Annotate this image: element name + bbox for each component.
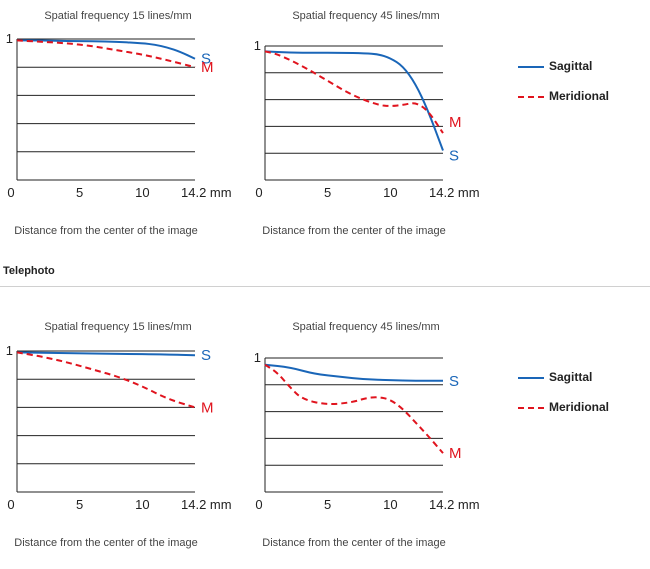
x-tick-label: 0 [255, 497, 262, 512]
x-axis-label: Distance from the center of the image [262, 537, 445, 549]
y-tick-label: 1 [254, 350, 261, 365]
meridional-series-line [16, 39, 196, 69]
x-tick-label: 10 [135, 497, 149, 512]
y-tick-label: 1 [254, 38, 261, 53]
sagittal-line-swatch [518, 66, 544, 68]
x-tick-label: 14.2 mm [181, 185, 232, 200]
chart-title: Spatial frequency 15 lines/mm [44, 321, 191, 333]
meridional-curve-label: M [201, 59, 214, 76]
x-tick-label: 0 [7, 497, 14, 512]
sagittal-series-line [17, 39, 196, 60]
x-tick-label: 14.2 mm [429, 185, 480, 200]
meridional-line-swatch [518, 96, 544, 98]
x-tick-label: 0 [255, 185, 262, 200]
x-tick-label: 14.2 mm [429, 497, 480, 512]
x-tick-label: 5 [76, 497, 83, 512]
meridional-curve-label: M [201, 399, 214, 416]
x-tick-label: 14.2 mm [181, 497, 232, 512]
section-divider [0, 286, 650, 287]
telephoto-heading: Telephoto [3, 265, 55, 277]
x-tick-label: 0 [7, 185, 14, 200]
legend-label-sagittal: Sagittal [549, 59, 593, 73]
legend-label-meridional: Meridional [549, 89, 610, 103]
sagittal-series-line [16, 351, 196, 357]
meridional-series-line [16, 351, 196, 409]
sagittal-curve-label: S [201, 347, 211, 364]
x-axis-label: Distance from the center of the image [14, 225, 197, 237]
sagittal-curve-label: S [449, 373, 459, 390]
sagittal-curve-label: S [449, 148, 459, 165]
meridional-series-line [264, 50, 444, 134]
x-axis-label: Distance from the center of the image [14, 537, 197, 549]
x-tick-label: 5 [324, 185, 331, 200]
chart-title: Spatial frequency 15 lines/mm [44, 10, 191, 22]
chart-title: Spatial frequency 45 lines/mm [292, 10, 439, 22]
meridional-curve-label: M [449, 445, 462, 462]
meridional-curve-label: M [449, 114, 462, 131]
sagittal-series-line [264, 50, 444, 151]
y-tick-label: 1 [6, 343, 13, 358]
sagittal-curve-label: S [201, 51, 211, 68]
x-tick-label: 10 [383, 185, 397, 200]
sagittal-line-swatch [518, 377, 544, 379]
meridional-line-swatch [518, 407, 544, 409]
y-tick-label: 1 [6, 31, 13, 46]
legend-label-sagittal: Sagittal [549, 370, 593, 384]
meridional-series-line [264, 363, 444, 454]
x-axis-label: Distance from the center of the image [262, 225, 445, 237]
chart-title: Spatial frequency 45 lines/mm [292, 321, 439, 333]
x-tick-label: 5 [76, 185, 83, 200]
x-tick-label: 5 [324, 497, 331, 512]
sagittal-series-line [264, 363, 443, 382]
x-tick-label: 10 [135, 185, 149, 200]
legend-label-meridional: Meridional [549, 400, 610, 414]
x-tick-label: 10 [383, 497, 397, 512]
